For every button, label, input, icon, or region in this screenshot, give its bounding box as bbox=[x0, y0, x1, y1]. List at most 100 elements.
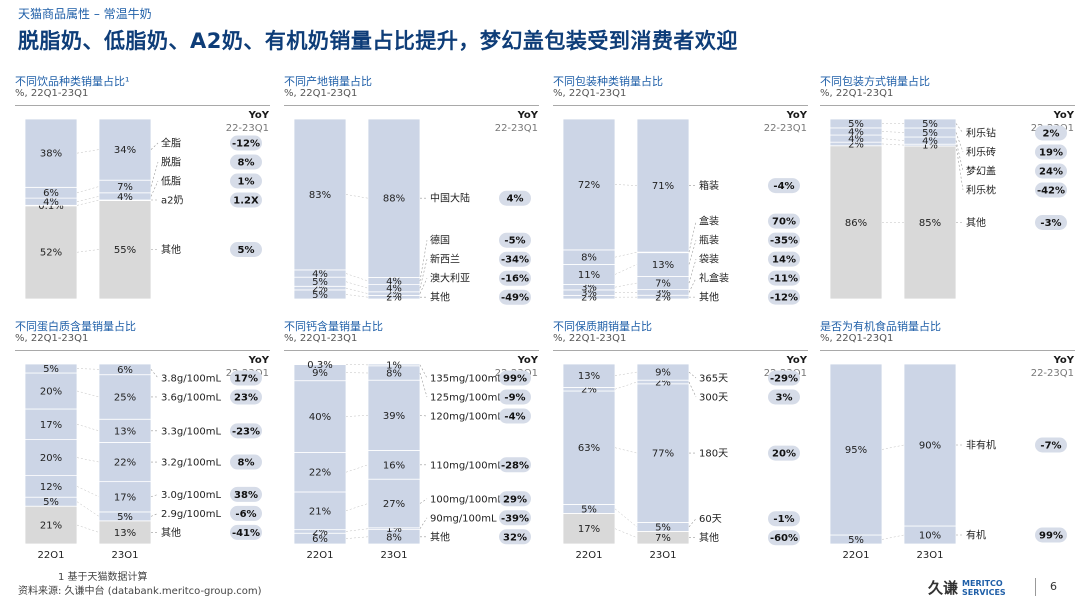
bar-connector bbox=[76, 196, 100, 202]
yoy-pill bbox=[230, 192, 262, 208]
chart-divider bbox=[820, 105, 1075, 106]
chart-panel-package-type: 不同包装种类销量占比 %, 22Q1-23Q1 YoY 22-23Q1 2% 3%… bbox=[553, 73, 813, 313]
yoy-value: -34% bbox=[501, 255, 529, 266]
yoy-pill bbox=[499, 370, 531, 386]
bar-segment bbox=[562, 363, 616, 388]
yoy-value: -7% bbox=[1040, 441, 1061, 452]
chart-panel-beverage-type: 不同饮品种类销量占比¹ %, 22Q1-23Q1 YoY 22-23Q1 52%… bbox=[15, 73, 275, 313]
segment-value-label: 88% bbox=[383, 194, 405, 205]
bar-segment bbox=[24, 408, 78, 441]
leader-line bbox=[955, 145, 964, 191]
bar-segment bbox=[367, 379, 421, 451]
bar-segment bbox=[24, 439, 78, 476]
yoy-pill bbox=[230, 423, 262, 439]
x-axis-label: 22Q1 bbox=[307, 550, 334, 558]
segment-value-label: 1% bbox=[386, 524, 402, 535]
yoy-value: 23% bbox=[234, 393, 258, 404]
bar-connector bbox=[76, 524, 100, 533]
bar-connector bbox=[345, 281, 369, 289]
segment-value-label: 0.1% bbox=[38, 201, 63, 212]
bar-connector bbox=[881, 131, 905, 133]
leader-line bbox=[419, 259, 428, 289]
stacked-bar-chart: 21% 5% 12% 20% 17% 20% 5% 13% 5% 17% 22% 13% 25% 6% 其他… bbox=[24, 363, 262, 558]
yoy-value: 3% bbox=[776, 393, 793, 404]
category-label: 135mg/100mL bbox=[430, 374, 503, 385]
category-label: 礼盒装 bbox=[699, 272, 729, 285]
segment-value-label: 4% bbox=[43, 197, 59, 208]
category-label: 低脂 bbox=[161, 175, 181, 188]
category-label: 60天 bbox=[699, 514, 722, 525]
yoy-pill bbox=[230, 486, 262, 502]
segment-value-label: 2% bbox=[655, 293, 671, 304]
bar-connector bbox=[345, 528, 369, 532]
leader-line bbox=[150, 369, 159, 379]
footnote: 1 基于天猫数据计算 bbox=[58, 572, 148, 583]
segment-value-label: 6% bbox=[43, 188, 59, 199]
category-label: 其他 bbox=[966, 216, 986, 229]
bar-segment bbox=[98, 363, 152, 376]
bar-connector bbox=[614, 184, 638, 186]
segment-value-label: 9% bbox=[312, 368, 328, 379]
segment-value-label: 5% bbox=[312, 277, 328, 288]
yoy-pill bbox=[499, 251, 531, 267]
x-axis-label: 23Q1 bbox=[650, 550, 677, 558]
yoy-value: 99% bbox=[1039, 531, 1063, 542]
segment-value-label: 20% bbox=[40, 387, 62, 398]
bar-connector bbox=[76, 199, 100, 206]
segment-value-label: 22% bbox=[114, 458, 136, 469]
bar-connector bbox=[614, 528, 638, 538]
bar-connector bbox=[345, 273, 369, 282]
yoy-value: -3% bbox=[1040, 218, 1061, 229]
segment-value-label: 8% bbox=[386, 532, 402, 543]
leader-line bbox=[688, 240, 697, 265]
chart-title: 不同钙含量销量占比 bbox=[284, 320, 383, 333]
yoy-value: -9% bbox=[504, 393, 525, 404]
chart-panel-protein: 不同蛋白质含量销量占比 %, 22Q1-23Q1 YoY 22-23Q1 21%… bbox=[15, 318, 275, 558]
bar-segment bbox=[24, 505, 78, 545]
yoy-pill bbox=[768, 445, 800, 461]
segment-value-label: 8% bbox=[581, 253, 597, 264]
category-label: 3.0g/100mL bbox=[161, 490, 221, 501]
segment-value-label: 11% bbox=[578, 270, 600, 281]
yoy-value: -60% bbox=[770, 533, 798, 544]
leader-line bbox=[150, 142, 159, 150]
category-label: 180天 bbox=[699, 449, 728, 460]
yoy-value: 99% bbox=[503, 374, 527, 385]
bar-connector bbox=[76, 149, 100, 154]
leader-line bbox=[688, 381, 697, 398]
meritco-logo: 久谦 MERITCO SERVICES bbox=[928, 577, 1006, 598]
logo-en-text: MERITCO SERVICES bbox=[962, 579, 1006, 597]
logo-en-line2: SERVICES bbox=[962, 587, 1006, 597]
bar-connector bbox=[345, 194, 369, 199]
segment-value-label: 5% bbox=[655, 522, 671, 533]
yoy-value: 24% bbox=[1039, 167, 1063, 178]
stacked-bar-chart: 5%2%5%4%83%2%2%4%4%88%其他 -49%澳大利亚 -16%新西兰 -… bbox=[293, 118, 531, 305]
segment-value-label: 10% bbox=[919, 531, 941, 542]
bar-segment bbox=[636, 118, 690, 253]
segment-value-label: 77% bbox=[652, 449, 674, 460]
chart-subtitle: %, 22Q1-23Q1 bbox=[284, 333, 358, 344]
yoy-header: YoY bbox=[786, 110, 807, 121]
segment-value-label: 7% bbox=[655, 279, 671, 290]
leader-line bbox=[688, 277, 697, 293]
bar-segment bbox=[367, 363, 421, 367]
yoy-value: 38% bbox=[234, 490, 258, 501]
breadcrumb: 天猫商品属性 – 常温牛奶 bbox=[18, 7, 152, 21]
bar-segment bbox=[98, 374, 152, 420]
segment-value-label: 8% bbox=[386, 369, 402, 380]
segment-value-label: 5% bbox=[581, 504, 597, 515]
yoy-value: 1.2X bbox=[233, 196, 259, 207]
x-axis-label: 23Q1 bbox=[381, 550, 408, 558]
yoy-header: YoY bbox=[248, 355, 269, 366]
yoy-pill bbox=[230, 505, 262, 521]
category-label: 2.9g/100mL bbox=[161, 509, 221, 520]
segment-value-label: 16% bbox=[383, 460, 405, 471]
bar-connector bbox=[76, 249, 100, 253]
chart-title: 是否为有机食品销量占比 bbox=[820, 320, 941, 333]
yoy-pill bbox=[1035, 215, 1067, 230]
chart-subtitle: %, 22Q1-23Q1 bbox=[284, 88, 358, 99]
leader-line bbox=[688, 371, 697, 379]
bar-connector bbox=[76, 368, 100, 370]
segment-value-label: 85% bbox=[919, 218, 941, 229]
